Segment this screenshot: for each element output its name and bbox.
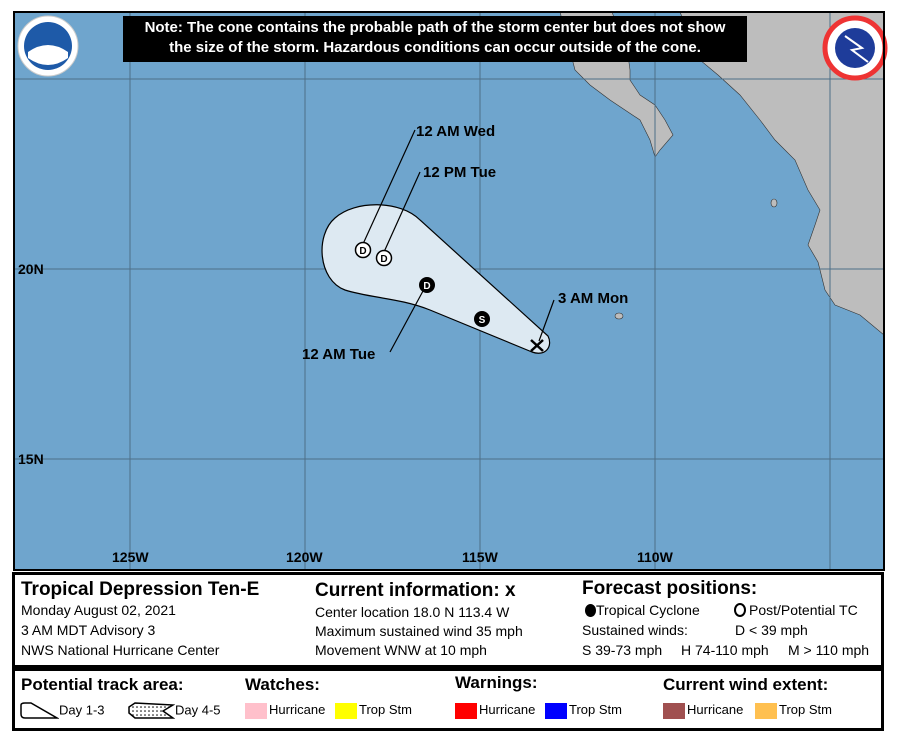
extent-hurricane: Hurricane bbox=[663, 702, 743, 719]
watch-tropstm: Trop Stm bbox=[335, 702, 412, 719]
leader-lines bbox=[362, 129, 555, 353]
filled-circle-icon bbox=[585, 604, 596, 617]
graticule bbox=[14, 12, 884, 570]
swatch bbox=[335, 702, 357, 719]
advisory-date: Monday August 02, 2021 bbox=[21, 602, 176, 618]
storm-title: Tropical Depression Ten-E bbox=[21, 579, 260, 600]
mexico-mainland bbox=[679, 11, 885, 336]
day45-label: Day 4-5 bbox=[175, 702, 221, 718]
marker-d-open-tue: D bbox=[375, 249, 393, 267]
island bbox=[614, 312, 624, 320]
track-area-heading: Potential track area: bbox=[21, 675, 184, 694]
d-range: D < 39 mph bbox=[735, 622, 808, 638]
nws-logo bbox=[822, 15, 888, 81]
lon-label: 120W bbox=[286, 549, 323, 565]
m-range: M > 110 mph bbox=[788, 642, 870, 658]
current-position-x-icon bbox=[530, 339, 544, 352]
warning-tropstm: Trop Stm bbox=[545, 702, 622, 719]
extent-tropstm: Trop Stm bbox=[755, 702, 832, 719]
noaa-logo bbox=[17, 15, 79, 77]
max-wind: Maximum sustained wind 35 mph bbox=[315, 623, 523, 639]
swatch-label: Hurricane bbox=[269, 702, 326, 717]
s-range: S 39-73 mph bbox=[582, 642, 663, 658]
forecast-cone bbox=[321, 204, 551, 354]
issuing-center: NWS National Hurricane Center bbox=[21, 642, 220, 658]
swatch bbox=[663, 702, 685, 719]
legend-day13: Day 1-3 bbox=[19, 701, 105, 721]
cone-note: Note: The cone contains the probable pat… bbox=[123, 16, 747, 62]
legend-ptc: Post/Potential TC bbox=[734, 602, 858, 618]
marker-d-filled: D bbox=[419, 277, 435, 293]
watches-heading: Watches: bbox=[245, 675, 320, 694]
swatch bbox=[455, 702, 477, 719]
forecast-heading: Forecast positions: bbox=[582, 578, 758, 599]
warnings-heading: Warnings: bbox=[455, 673, 538, 692]
svg-text:S: S bbox=[479, 315, 486, 326]
lon-label: 125W bbox=[112, 549, 149, 565]
lon-label: 115W bbox=[462, 549, 498, 565]
label-12pm-tue: 12 PM Tue bbox=[423, 164, 497, 181]
label-12am-wed: 12 AM Wed bbox=[416, 123, 496, 140]
cone-day45-icon bbox=[128, 702, 176, 719]
ptc-label: Post/Potential TC bbox=[749, 602, 858, 618]
advisory-number: 3 AM MDT Advisory 3 bbox=[21, 622, 156, 638]
info-panel: Tropical Depression Ten-E Monday August … bbox=[12, 572, 884, 668]
open-circle-icon bbox=[734, 603, 746, 617]
svg-text:D: D bbox=[423, 281, 430, 292]
label-12am-tue: 12 AM Tue bbox=[302, 346, 376, 363]
warning-hurricane: Hurricane bbox=[455, 702, 535, 719]
swatch-label: Trop Stm bbox=[779, 702, 832, 717]
movement: Movement WNW at 10 mph bbox=[315, 642, 487, 658]
lat-label: 15N bbox=[18, 451, 44, 467]
center-location: Center location 18.0 N 113.4 W bbox=[315, 604, 510, 620]
swatch bbox=[545, 702, 567, 719]
sustained-label: Sustained winds: bbox=[582, 622, 688, 638]
lat-label: 20N bbox=[18, 261, 44, 277]
current-x-icon: x bbox=[505, 580, 516, 601]
svg-text:D: D bbox=[359, 246, 366, 257]
legend-tc: Tropical Cyclone bbox=[585, 602, 700, 618]
swatch-label: Trop Stm bbox=[569, 702, 622, 717]
wind-extent-heading: Current wind extent: bbox=[663, 675, 829, 694]
legend-panel: Potential track area: Day 1-3 Day 4-5 Wa… bbox=[12, 668, 884, 731]
note-line-2: the size of the storm. Hazardous conditi… bbox=[169, 39, 701, 56]
current-heading-text: Current information: bbox=[315, 580, 500, 601]
cone-day13-icon bbox=[20, 702, 60, 719]
swatch-label: Hurricane bbox=[687, 702, 744, 717]
day13-label: Day 1-3 bbox=[59, 702, 105, 718]
note-line-1: Note: The cone contains the probable pat… bbox=[144, 19, 726, 36]
island bbox=[770, 198, 778, 208]
swatch-label: Trop Stm bbox=[359, 702, 412, 717]
tc-label: Tropical Cyclone bbox=[596, 602, 700, 618]
swatch bbox=[245, 702, 267, 719]
lon-label: 110W bbox=[637, 549, 673, 565]
svg-text:D: D bbox=[380, 254, 387, 265]
swatch bbox=[755, 702, 777, 719]
swatch-label: Hurricane bbox=[479, 702, 536, 717]
watch-hurricane: Hurricane bbox=[245, 702, 325, 719]
h-range: H 74-110 mph bbox=[681, 642, 769, 658]
marker-d-open-wed: D bbox=[354, 241, 372, 259]
marker-s-filled: S bbox=[474, 311, 490, 327]
label-3am-mon: 3 AM Mon bbox=[558, 290, 629, 307]
legend-day45: Day 4-5 bbox=[127, 701, 221, 721]
current-heading: Current information: x bbox=[315, 580, 516, 602]
